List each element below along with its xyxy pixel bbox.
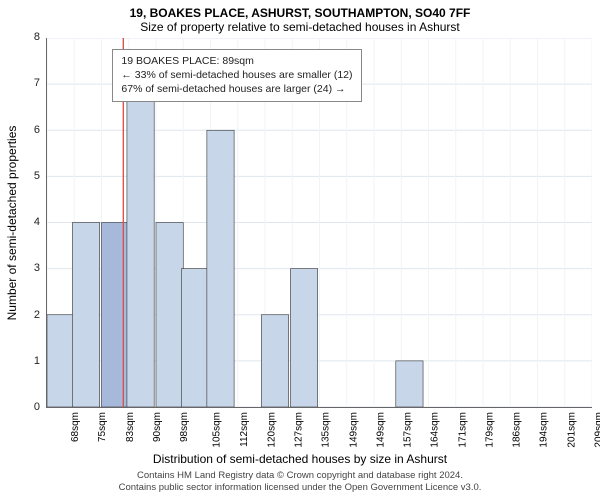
x-tick: 75sqm xyxy=(97,412,108,442)
x-tick: 186sqm xyxy=(512,412,523,448)
footer-line-2: Contains public sector information licen… xyxy=(8,482,592,494)
x-axis-ticks: 68sqm 75sqm 83sqm 90sqm 98sqm 105sqm 112sqm 120… xyxy=(46,408,592,452)
histogram-chart: 19 BOAKES PLACE: 89sqm← 33% of semi-deta… xyxy=(46,38,592,408)
chart-title-sub: Size of property relative to semi-detach… xyxy=(8,20,592,34)
x-tick: 120sqm xyxy=(266,412,277,448)
x-tick: 105sqm xyxy=(212,412,223,448)
legend-line: 67% of semi-detached houses are larger (… xyxy=(121,82,352,96)
x-tick: 209sqm xyxy=(593,412,600,448)
x-tick: 98sqm xyxy=(179,412,190,442)
x-tick: 194sqm xyxy=(539,412,550,448)
x-tick: 201sqm xyxy=(566,412,577,448)
legend-line: ← 33% of semi-detached houses are smalle… xyxy=(121,68,352,82)
legend-line: 19 BOAKES PLACE: 89sqm xyxy=(121,54,352,68)
x-tick: 157sqm xyxy=(403,412,414,448)
x-tick: 179sqm xyxy=(484,412,495,448)
x-tick: 135sqm xyxy=(321,412,332,448)
legend-box: 19 BOAKES PLACE: 89sqm← 33% of semi-deta… xyxy=(112,49,361,102)
x-axis-label: Distribution of semi-detached houses by … xyxy=(8,452,592,466)
x-tick: 83sqm xyxy=(125,412,136,442)
y-axis-ticks: 876543210 xyxy=(24,38,46,408)
footer-attribution: Contains HM Land Registry data © Crown c… xyxy=(8,470,592,494)
footer-line-1: Contains HM Land Registry data © Crown c… xyxy=(8,470,592,482)
x-tick: 149sqm xyxy=(348,412,359,448)
x-tick: 149sqm xyxy=(375,412,386,448)
y-axis-label: Number of semi-detached properties xyxy=(8,38,24,408)
x-tick: 171sqm xyxy=(457,412,468,448)
x-tick: 164sqm xyxy=(430,412,441,448)
x-tick: 90sqm xyxy=(152,412,163,442)
x-tick: 68sqm xyxy=(70,412,81,442)
x-tick: 112sqm xyxy=(238,412,249,447)
chart-title-address: 19, BOAKES PLACE, ASHURST, SOUTHAMPTON, … xyxy=(8,6,592,20)
x-tick: 127sqm xyxy=(294,412,305,448)
